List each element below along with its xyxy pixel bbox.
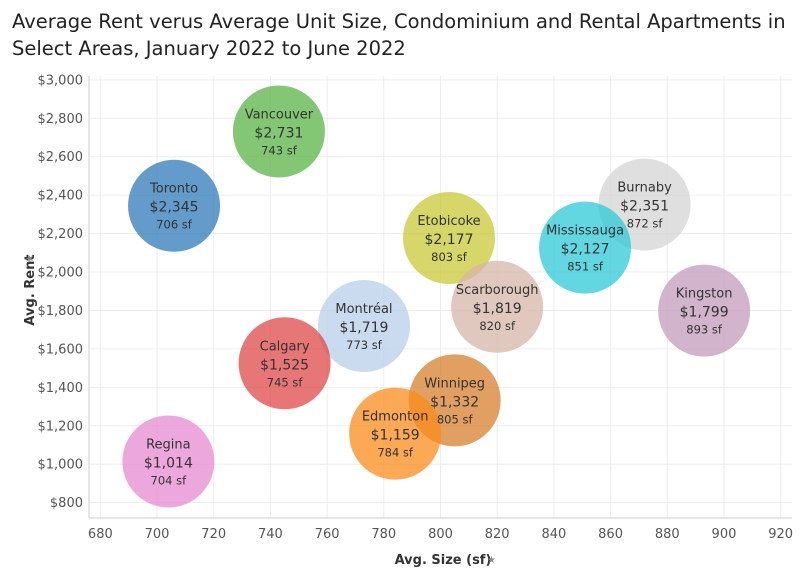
bubble[interactable] — [349, 387, 442, 480]
x-tick-label: 760 — [315, 527, 340, 542]
y-tick-label: $800 — [50, 496, 83, 511]
bubble-name-label: Winnipeg — [424, 376, 485, 391]
bubble-rent-label: $2,345 — [150, 200, 199, 216]
bubble-size-label: 803 sf — [431, 250, 468, 264]
bubble-name-label: Montréal — [335, 302, 392, 317]
bubble-name-label: Scarborough — [456, 283, 539, 298]
x-tick-label: 700 — [145, 527, 170, 542]
bubble[interactable] — [403, 192, 496, 285]
bubble[interactable] — [238, 317, 331, 410]
x-tick-label: 740 — [258, 527, 283, 542]
bubble-size-label: 743 sf — [261, 144, 298, 158]
x-tick-label: 860 — [598, 527, 623, 542]
bubble[interactable] — [128, 159, 221, 252]
bubble-size-label: 706 sf — [156, 218, 193, 232]
x-tick-label: 920 — [768, 527, 793, 542]
bubble-size-label: 773 sf — [346, 338, 383, 352]
y-tick-label: $1,200 — [38, 419, 84, 434]
bubble[interactable] — [232, 85, 325, 178]
bubble-rent-label: $2,127 — [561, 242, 610, 258]
y-tick-label: $2,800 — [38, 112, 84, 127]
bubble[interactable] — [122, 415, 215, 508]
x-tick-label: 900 — [712, 527, 737, 542]
y-tick-label: $1,800 — [38, 304, 84, 319]
y-tick-label: $1,400 — [38, 381, 84, 396]
bubble[interactable] — [539, 201, 632, 294]
y-axis-pin-icon: ★ — [25, 254, 36, 263]
x-axis-title: Avg. Size (sf) — [395, 553, 492, 568]
bubble-size-label: 872 sf — [627, 217, 664, 231]
x-axis-pin-icon: ★ — [487, 555, 496, 566]
y-axis-title: Avg. Rent — [23, 254, 38, 325]
bubble-rent-label: $1,719 — [339, 320, 388, 336]
x-tick-label: 780 — [371, 527, 396, 542]
bubble-name-label: Toronto — [149, 182, 198, 197]
bubble-name-label: Kingston — [676, 287, 733, 302]
y-tick-label: $2,200 — [38, 227, 84, 242]
y-tick-label: $2,400 — [38, 189, 84, 204]
bubble-rent-label: $1,525 — [260, 357, 309, 373]
bubble-size-label: 893 sf — [686, 323, 723, 337]
y-tick-label: $1,000 — [38, 458, 84, 473]
y-tick-label: $2,000 — [38, 266, 84, 281]
bubble-name-label: Vancouver — [245, 108, 314, 123]
bubble-name-label: Mississauga — [546, 224, 624, 239]
y-tick-label: $1,600 — [38, 342, 84, 357]
chart-title: Average Rent verus Average Unit Size, Co… — [12, 10, 786, 60]
bubble-rent-label: $1,159 — [371, 428, 420, 444]
bubble-rent-label: $1,014 — [144, 456, 193, 472]
bubble-name-label: Calgary — [260, 339, 310, 354]
bubble-name-label: Regina — [146, 438, 191, 453]
bubble-rent-label: $1,819 — [473, 301, 522, 317]
bubble-size-label: 704 sf — [151, 474, 188, 488]
bubble-name-label: Etobicoke — [417, 214, 480, 229]
bubble-rent-label: $2,177 — [425, 232, 474, 248]
x-tick-label: 820 — [485, 527, 510, 542]
bubble[interactable] — [451, 260, 544, 353]
bubble[interactable] — [317, 280, 410, 373]
bubble-name-label: Burnaby — [617, 181, 672, 196]
bubble-rent-label: $1,799 — [680, 305, 729, 321]
bubble-rent-label: $2,731 — [254, 126, 303, 142]
bubble-size-label: 745 sf — [267, 375, 304, 389]
bubble-size-label: 784 sf — [377, 446, 414, 460]
x-tick-label: 880 — [655, 527, 680, 542]
bubble-size-label: 820 sf — [479, 319, 516, 333]
y-tick-label: $3,000 — [38, 73, 84, 88]
bubble-size-label: 851 sf — [567, 260, 604, 274]
x-tick-label: 720 — [201, 527, 226, 542]
bubble-name-label: Edmonton — [362, 410, 429, 425]
bubble-size-label: 805 sf — [437, 412, 474, 426]
y-tick-label: $2,600 — [38, 150, 84, 165]
x-tick-label: 840 — [541, 527, 566, 542]
bubble[interactable] — [658, 264, 751, 357]
bubble-rent-label: $1,332 — [430, 394, 479, 410]
x-tick-label: 800 — [428, 527, 453, 542]
x-tick-label: 680 — [88, 527, 113, 542]
bubble-rent-label: $2,351 — [620, 199, 669, 215]
